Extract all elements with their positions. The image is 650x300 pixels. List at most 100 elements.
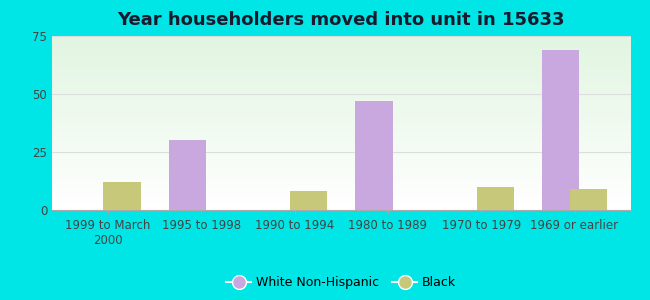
Bar xyxy=(52,78,630,80)
Bar xyxy=(52,201,630,203)
Bar xyxy=(52,206,630,208)
Bar xyxy=(52,180,630,182)
Bar xyxy=(52,41,630,43)
Bar xyxy=(52,149,630,151)
Bar xyxy=(52,139,630,140)
Bar xyxy=(52,48,630,50)
Bar xyxy=(52,127,630,128)
Bar xyxy=(52,83,630,85)
Bar xyxy=(52,194,630,196)
Bar xyxy=(52,93,630,95)
Bar xyxy=(52,184,630,186)
Bar xyxy=(52,71,630,73)
Bar xyxy=(52,167,630,168)
Bar xyxy=(52,186,630,188)
Bar xyxy=(542,50,579,210)
Bar xyxy=(52,81,630,83)
Bar xyxy=(52,40,630,41)
Bar xyxy=(476,187,514,210)
Legend: White Non-Hispanic, Black: White Non-Hispanic, Black xyxy=(222,271,461,294)
Bar xyxy=(103,182,140,210)
Bar xyxy=(290,191,327,210)
Bar xyxy=(52,165,630,167)
Bar xyxy=(52,67,630,69)
Bar xyxy=(52,161,630,163)
Bar xyxy=(52,182,630,184)
Bar xyxy=(52,57,630,58)
Bar xyxy=(52,64,630,66)
Bar xyxy=(52,109,630,111)
Bar xyxy=(52,107,630,109)
Bar xyxy=(52,43,630,45)
Bar xyxy=(52,142,630,144)
Bar xyxy=(52,60,630,62)
Bar xyxy=(52,163,630,165)
Bar xyxy=(52,102,630,104)
Bar xyxy=(52,121,630,123)
Bar xyxy=(52,177,630,179)
Bar xyxy=(52,104,630,106)
Bar xyxy=(52,193,630,194)
Bar xyxy=(52,160,630,161)
Bar xyxy=(52,135,630,137)
Bar xyxy=(52,88,630,90)
Bar xyxy=(52,85,630,86)
Title: Year householders moved into unit in 15633: Year householders moved into unit in 156… xyxy=(118,11,565,29)
Bar xyxy=(52,100,630,102)
Bar xyxy=(52,144,630,146)
Bar xyxy=(52,172,630,173)
Bar xyxy=(52,95,630,97)
Bar xyxy=(52,191,630,193)
Bar xyxy=(52,123,630,125)
Bar xyxy=(52,132,630,134)
Bar xyxy=(52,140,630,142)
Bar xyxy=(52,116,630,118)
Bar xyxy=(52,158,630,160)
Bar xyxy=(52,130,630,132)
Bar xyxy=(52,147,630,149)
Bar xyxy=(52,45,630,46)
Bar xyxy=(52,38,630,40)
Bar xyxy=(52,168,630,170)
Bar xyxy=(52,114,630,116)
Bar xyxy=(52,50,630,52)
Bar xyxy=(52,173,630,175)
Bar xyxy=(52,92,630,93)
Bar xyxy=(52,80,630,81)
Bar xyxy=(52,119,630,121)
Bar xyxy=(570,189,607,210)
Bar xyxy=(52,146,630,147)
Bar xyxy=(52,53,630,55)
Bar xyxy=(52,188,630,189)
Bar xyxy=(52,203,630,205)
Bar xyxy=(52,66,630,67)
Bar xyxy=(52,156,630,158)
Bar xyxy=(356,101,393,210)
Bar xyxy=(52,97,630,99)
Bar xyxy=(52,170,630,172)
Bar xyxy=(52,205,630,206)
Bar xyxy=(52,196,630,198)
Bar xyxy=(52,58,630,60)
Bar xyxy=(52,73,630,74)
Bar xyxy=(52,55,630,57)
Bar xyxy=(52,208,630,210)
Bar xyxy=(52,137,630,139)
Bar xyxy=(52,151,630,153)
Bar xyxy=(52,179,630,180)
Bar xyxy=(168,140,206,210)
Bar xyxy=(52,200,630,201)
Bar xyxy=(52,189,630,191)
Bar xyxy=(52,125,630,127)
Bar xyxy=(52,111,630,112)
Bar xyxy=(52,128,630,130)
Bar xyxy=(52,198,630,200)
Bar xyxy=(52,175,630,177)
Bar xyxy=(52,36,630,38)
Bar xyxy=(52,69,630,71)
Bar xyxy=(52,74,630,76)
Bar xyxy=(52,90,630,92)
Bar xyxy=(52,112,630,114)
Bar xyxy=(52,118,630,119)
Bar xyxy=(52,99,630,100)
